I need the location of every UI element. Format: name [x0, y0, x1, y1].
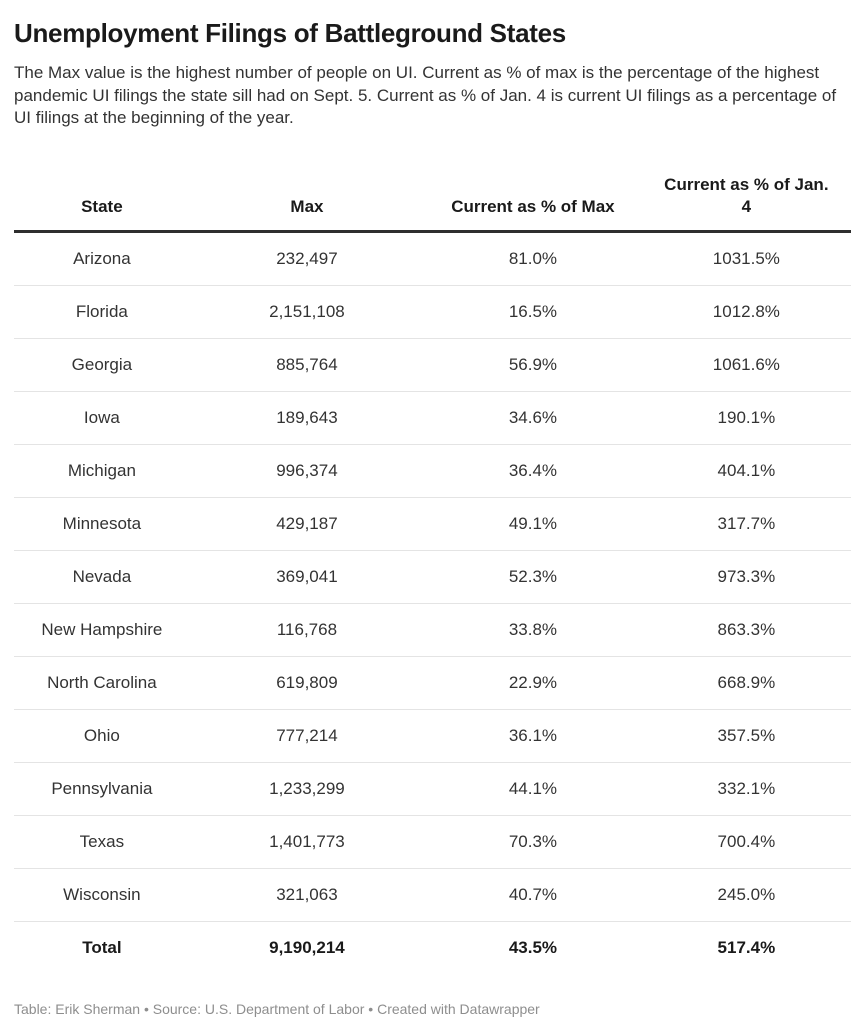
pct-of-jan4-cell: 700.4% — [641, 814, 851, 868]
column-header-max: Max — [189, 165, 425, 233]
attribution-footer: Table: Erik Sherman • Source: U.S. Depar… — [14, 1000, 540, 1017]
table-row: New Hampshire 116,768 33.8% 863.3% — [14, 602, 851, 656]
state-cell: Georgia — [14, 337, 190, 391]
column-header-current-pct-of-jan4: Current as % of Jan. 4 — [641, 165, 851, 233]
pct-of-jan4-cell: 190.1% — [641, 390, 851, 444]
column-header-label: Max — [290, 196, 324, 216]
table-row: Wisconsin 321,063 40.7% 245.0% — [14, 867, 851, 921]
pct-of-max-cell: 36.4% — [424, 443, 642, 497]
state-cell: Michigan — [14, 443, 190, 497]
pct-of-max-cell: 34.6% — [424, 390, 642, 444]
chart-description: The Max value is the highest number of p… — [14, 63, 837, 127]
table-row: Minnesota 429,187 49.1% 317.7% — [14, 496, 851, 550]
pct-of-jan4-cell: 404.1% — [641, 443, 851, 497]
table-row: Texas 1,401,773 70.3% 700.4% — [14, 814, 851, 868]
pct-of-max-cell: 44.1% — [424, 761, 642, 815]
column-header-label: State — [81, 196, 123, 216]
max-cell: 189,643 — [189, 390, 425, 444]
max-cell: 429,187 — [189, 496, 425, 550]
total-label-cell: Total — [14, 920, 190, 974]
state-cell: Iowa — [14, 390, 190, 444]
table-body: Arizona 232,497 81.0% 1031.5% Florida 2,151,1… — [14, 231, 851, 921]
table-row: Pennsylvania 1,233,299 44.1% 332.1% — [14, 761, 851, 815]
column-header-label: Current as % of Max — [451, 196, 615, 216]
state-cell: Texas — [14, 814, 190, 868]
pct-of-jan4-cell: 332.1% — [641, 761, 851, 815]
table-row: Ohio 777,214 36.1% 357.5% — [14, 708, 851, 762]
table-header-row: State Max Current as % of Max Current as… — [14, 165, 851, 233]
state-cell: Ohio — [14, 708, 190, 762]
pct-of-jan4-cell: 973.3% — [641, 549, 851, 603]
pct-of-max-cell: 40.7% — [424, 867, 642, 921]
table-row: Michigan 996,374 36.4% 404.1% — [14, 443, 851, 497]
total-pct-of-jan4-cell: 517.4% — [641, 920, 851, 974]
column-header-state: State — [14, 165, 190, 233]
state-cell: North Carolina — [14, 655, 190, 709]
state-cell: Minnesota — [14, 496, 190, 550]
max-cell: 321,063 — [189, 867, 425, 921]
max-cell: 885,764 — [189, 337, 425, 391]
total-pct-of-max-cell: 43.5% — [424, 920, 642, 974]
table-row: North Carolina 619,809 22.9% 668.9% — [14, 655, 851, 709]
pct-of-max-cell: 16.5% — [424, 284, 642, 338]
pct-of-jan4-cell: 317.7% — [641, 496, 851, 550]
max-cell: 619,809 — [189, 655, 425, 709]
max-cell: 1,401,773 — [189, 814, 425, 868]
state-cell: Arizona — [73, 248, 131, 268]
state-cell: Pennsylvania — [14, 761, 190, 815]
pct-of-max-cell: 33.8% — [424, 602, 642, 656]
table-row: Georgia 885,764 56.9% 1061.6% — [14, 337, 851, 391]
max-cell: 1,233,299 — [189, 761, 425, 815]
state-cell: Nevada — [14, 549, 190, 603]
pct-of-max-cell: 49.1% — [424, 496, 642, 550]
max-cell: 232,497 — [276, 248, 338, 268]
pct-of-jan4-cell: 1031.5% — [712, 248, 780, 268]
total-max-cell: 9,190,214 — [189, 920, 425, 974]
state-cell: New Hampshire — [14, 602, 190, 656]
max-cell: 996,374 — [189, 443, 425, 497]
table-row: Arizona 232,497 81.0% 1031.5% — [14, 231, 851, 285]
pct-of-max-cell: 56.9% — [424, 337, 642, 391]
max-cell: 369,041 — [189, 549, 425, 603]
max-cell: 2,151,108 — [189, 284, 425, 338]
pct-of-max-cell: 22.9% — [424, 655, 642, 709]
state-cell: Wisconsin — [14, 867, 190, 921]
pct-of-jan4-cell: 1012.8% — [641, 284, 851, 338]
data-table: State Max Current as % of Max Current as… — [14, 165, 851, 974]
pct-of-jan4-cell: 863.3% — [641, 602, 851, 656]
max-cell: 777,214 — [189, 708, 425, 762]
total-row: Total 9,190,214 43.5% 517.4% — [14, 920, 851, 974]
table-row: Nevada 369,041 52.3% 973.3% — [14, 549, 851, 603]
chart-title: Unemployment Filings of Battleground Sta… — [14, 18, 566, 48]
pct-of-jan4-cell: 245.0% — [641, 867, 851, 921]
pct-of-jan4-cell: 357.5% — [641, 708, 851, 762]
pct-of-jan4-cell: 668.9% — [641, 655, 851, 709]
table-row: Florida 2,151,108 16.5% 1012.8% — [14, 284, 851, 338]
table-row: Iowa 189,643 34.6% 190.1% — [14, 390, 851, 444]
max-cell: 116,768 — [189, 602, 425, 656]
state-cell: Florida — [14, 284, 190, 338]
column-header-current-pct-of-max: Current as % of Max — [424, 165, 642, 233]
pct-of-max-cell: 70.3% — [424, 814, 642, 868]
pct-of-jan4-cell: 1061.6% — [641, 337, 851, 391]
pct-of-max-cell: 52.3% — [424, 549, 642, 603]
pct-of-max-cell: 81.0% — [508, 248, 558, 268]
column-header-label: Current as % of Jan. 4 — [664, 174, 829, 216]
pct-of-max-cell: 36.1% — [424, 708, 642, 762]
